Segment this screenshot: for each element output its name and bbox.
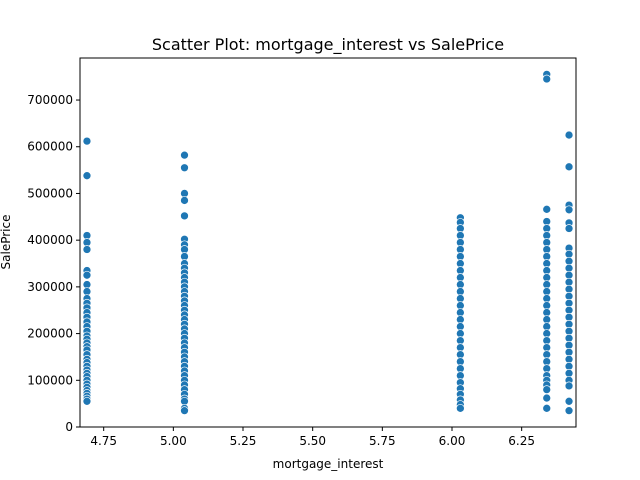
scatter-point — [180, 211, 189, 221]
y-tick-label: 100000 — [27, 373, 73, 387]
x-tick-label: 5.00 — [160, 434, 187, 448]
x-axis-label: mortgage_interest — [273, 457, 384, 471]
scatter-point — [564, 406, 574, 416]
x-tick-label: 5.25 — [230, 434, 257, 448]
scatter-point — [82, 245, 92, 254]
scatter-point — [82, 396, 92, 406]
x-tick-label: 5.50 — [299, 434, 326, 448]
y-tick-label: 500000 — [27, 186, 73, 200]
chart-title: Scatter Plot: mortgage_interest vs SaleP… — [152, 35, 504, 55]
scatter-point — [542, 403, 552, 413]
scatter-point — [564, 224, 574, 233]
y-tick-label: 200000 — [27, 327, 73, 341]
scatter-point — [180, 406, 189, 416]
y-tick-label: 300000 — [27, 280, 73, 294]
scatter-points — [82, 69, 574, 416]
scatter-point — [564, 205, 574, 215]
scatter-point — [82, 136, 92, 146]
scatter-point — [456, 403, 465, 413]
scatter-point — [542, 385, 552, 394]
y-tick-label: 0 — [65, 420, 73, 434]
scatter-point — [564, 381, 574, 391]
scatter-point — [180, 163, 189, 173]
x-axis-ticks: 4.75 5.00 5.25 5.50 5.75 6.00 6.25 — [90, 427, 535, 448]
y-tick-label: 700000 — [27, 93, 73, 107]
x-tick-label: 4.75 — [90, 434, 117, 448]
y-tick-label: 400000 — [27, 233, 73, 247]
scatter-point — [542, 393, 552, 403]
x-tick-label: 5.75 — [369, 434, 396, 448]
y-axis-ticks: 0 100000 200000 300000 400000 500000 600000 700… — [27, 93, 80, 434]
scatter-point — [82, 270, 92, 280]
scatter-point — [180, 150, 189, 160]
scatter-point — [180, 196, 189, 205]
y-tick-label: 600000 — [27, 140, 73, 154]
y-axis-label: SalePrice — [0, 215, 13, 270]
scatter-point — [564, 396, 574, 406]
scatter-point — [542, 204, 552, 214]
scatter-point — [564, 162, 574, 172]
x-tick-label: 6.00 — [439, 434, 466, 448]
x-tick-label: 6.25 — [508, 434, 535, 448]
plot-area-frame — [79, 57, 577, 428]
scatter-point — [564, 130, 574, 140]
scatter-point — [542, 74, 552, 84]
scatter-point — [82, 171, 92, 181]
